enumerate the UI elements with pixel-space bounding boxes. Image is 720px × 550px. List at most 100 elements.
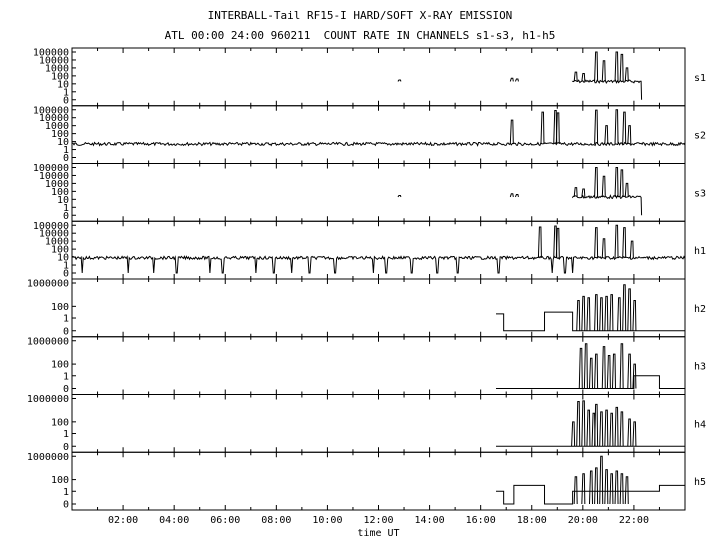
- spike-s3: [624, 182, 629, 197]
- spike-h4: [632, 421, 637, 447]
- y-tick-label-s3: 1: [63, 203, 69, 214]
- spike-h4: [571, 421, 576, 447]
- panel-frame-h3: [71, 336, 686, 395]
- x-tick-label: 04:00: [159, 515, 189, 526]
- x-tick-label: 08:00: [261, 515, 291, 526]
- series-line-s2: [71, 141, 686, 147]
- y-tick-label-s2: 1: [63, 145, 69, 156]
- y-tick-label-s1: 10: [57, 79, 69, 90]
- spike-s3: [573, 187, 578, 197]
- series-line-h5: [495, 484, 685, 505]
- spike-h4: [576, 401, 581, 447]
- spike-s2: [627, 125, 632, 145]
- y-tick-label-s2: 10000: [39, 113, 69, 124]
- y-tick-label-h2: 100: [51, 302, 69, 313]
- x-tick-label: 02:00: [108, 515, 138, 526]
- panel-frame-s2: [71, 105, 686, 164]
- spike-h1: [537, 226, 542, 258]
- spike-h4: [586, 409, 591, 447]
- spike-h1: [555, 227, 560, 258]
- spike-h2: [586, 297, 591, 331]
- panel-frame-h1: [71, 220, 686, 280]
- y-tick-label-s2: 0: [63, 153, 69, 164]
- spike-h2: [609, 294, 614, 331]
- spike-h4: [581, 400, 586, 447]
- spike-h2: [622, 284, 627, 331]
- y-tick-label-h4: 0: [63, 442, 69, 453]
- panel-frame-h5: [71, 451, 686, 511]
- y-tick-label-h2: 1: [63, 314, 69, 325]
- y-tick-label-h2: 1000000: [27, 279, 69, 290]
- spike-s3: [509, 193, 514, 198]
- chart-subtitle: ATL 00:00 24:00 960211 COUNT RATE IN CHA…: [164, 29, 556, 42]
- spike-h3: [588, 357, 593, 389]
- spike-s3: [594, 167, 599, 197]
- series-line-h2: [495, 311, 685, 332]
- y-tick-label-s1: 0: [63, 95, 69, 106]
- spike-h2: [604, 295, 609, 331]
- spike-s2: [622, 111, 627, 144]
- spike-h4: [604, 409, 609, 447]
- y-tick-label-s3: 10000: [39, 171, 69, 182]
- x-tick-label: 16:00: [466, 515, 496, 526]
- y-tick-label-h4: 1000000: [27, 394, 69, 405]
- y-tick-label-h3: 1: [63, 371, 69, 382]
- y-tick-label-s1: 100000: [33, 48, 69, 59]
- spike-h5: [624, 476, 629, 505]
- spike-h5: [588, 470, 593, 505]
- spike-s2: [604, 125, 609, 145]
- spike-s2: [540, 111, 545, 144]
- y-tick-label-h4: 1: [63, 429, 69, 440]
- spike-h5: [581, 473, 586, 505]
- y-tick-label-s2: 1000: [45, 121, 69, 132]
- spike-h5: [594, 467, 599, 505]
- spike-h3: [601, 346, 606, 389]
- spike-s3: [619, 169, 624, 197]
- spike-s2: [594, 109, 599, 144]
- spike-h4: [614, 406, 619, 447]
- spike-h5: [604, 469, 609, 505]
- spike-h1: [601, 238, 606, 258]
- x-tick-label: 12:00: [363, 515, 393, 526]
- spike-h3: [578, 347, 583, 389]
- y-tick-label-h3: 0: [63, 384, 69, 395]
- x-axis-label: time UT: [357, 528, 399, 539]
- y-tick-label-h1: 10: [57, 253, 69, 264]
- spike-s1: [397, 79, 402, 82]
- y-tick-label-s1: 10000: [39, 55, 69, 66]
- y-tick-label-h5: 0: [63, 500, 69, 511]
- spike-h3: [619, 343, 624, 389]
- spike-h2: [576, 300, 581, 331]
- spike-s1: [614, 51, 619, 82]
- y-tick-label-h5: 1: [63, 487, 69, 498]
- panel-label-s3: s3: [694, 188, 706, 199]
- series-line-s1: [571, 79, 643, 100]
- spike-s2: [614, 109, 619, 144]
- spike-h1: [629, 240, 634, 258]
- panel-label-h4: h4: [694, 419, 706, 430]
- x-tick-label: 14:00: [415, 515, 445, 526]
- spike-h5: [619, 473, 624, 505]
- x-tick-label: 22:00: [619, 515, 649, 526]
- spike-s1: [514, 78, 519, 82]
- spike-s1: [601, 60, 606, 82]
- spike-h4: [619, 411, 624, 447]
- spike-h1: [594, 227, 599, 258]
- y-tick-label-s1: 1: [63, 87, 69, 98]
- y-tick-label-s3: 1000: [45, 179, 69, 190]
- spike-h4: [594, 403, 599, 447]
- y-tick-label-h3: 100: [51, 360, 69, 371]
- panel-frame-h2: [71, 278, 686, 338]
- y-tick-label-h4: 100: [51, 417, 69, 428]
- y-tick-label-s3: 100: [51, 187, 69, 198]
- y-tick-label-s2: 10: [57, 137, 69, 148]
- panel-frame-s3: [71, 163, 686, 222]
- spike-h3: [627, 353, 632, 389]
- y-tick-label-h1: 1: [63, 261, 69, 272]
- y-tick-label-h3: 1000000: [27, 336, 69, 347]
- spike-h1: [622, 227, 627, 258]
- spike-h2: [617, 297, 622, 331]
- spike-h4: [599, 411, 604, 447]
- spike-s3: [614, 167, 619, 197]
- spike-h2: [627, 288, 632, 331]
